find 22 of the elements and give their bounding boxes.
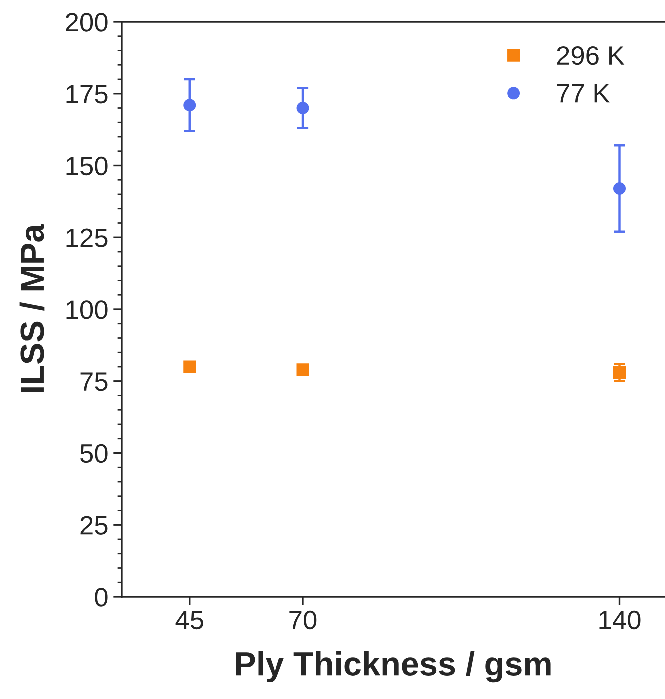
- y-tick-label: 100: [66, 300, 108, 320]
- y-tick-label: 200: [66, 13, 108, 32]
- y-tick-label: 125: [66, 228, 108, 248]
- y-tick-label: 175: [66, 85, 108, 104]
- legend-label: 77 K: [557, 84, 610, 103]
- legend-label: 296 K: [557, 46, 625, 66]
- point: [614, 182, 626, 195]
- point: [296, 102, 310, 114]
- x-tick-label: 70: [290, 610, 317, 630]
- y-tick-label: 150: [66, 156, 108, 176]
- y-tick-label: 25: [80, 516, 108, 535]
- x-axis-title: Ply Thickness / gsm: [236, 651, 551, 683]
- y-tick-label: 75: [80, 372, 108, 392]
- y-tick-label: 0: [95, 588, 108, 607]
- x-tick-label: 45: [176, 611, 204, 630]
- point: [296, 364, 310, 376]
- point: [184, 99, 196, 112]
- x-tick-label: 140: [600, 610, 641, 630]
- point: [184, 360, 196, 374]
- point: [614, 366, 626, 379]
- y-tick-label: 50: [80, 444, 108, 464]
- y-axis-title: ILSS / MPa: [20, 224, 45, 392]
